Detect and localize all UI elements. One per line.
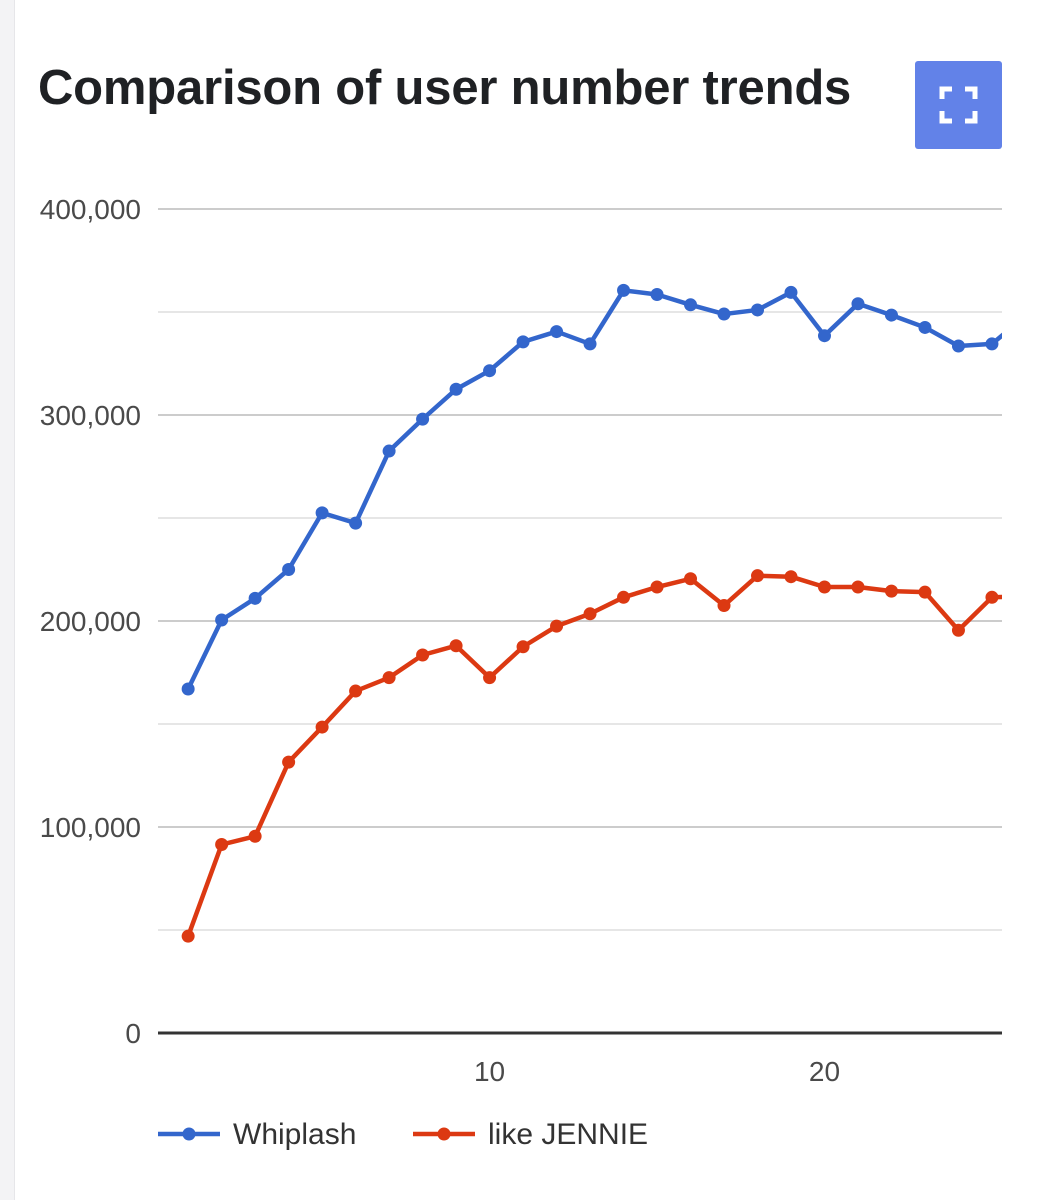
y-tick-label: 300,000 — [40, 400, 141, 431]
data-point-like-jennie — [951, 623, 965, 637]
data-point-whiplash — [315, 506, 329, 520]
series-line-whiplash — [186, 288, 1002, 690]
data-point-like-jennie — [215, 838, 229, 852]
data-point-like-jennie — [583, 607, 597, 621]
data-point-like-jennie — [717, 599, 731, 613]
data-point-like-jennie — [617, 590, 631, 604]
data-point-like-jennie — [918, 585, 932, 599]
data-point-whiplash — [181, 682, 195, 696]
data-point-like-jennie — [751, 569, 765, 583]
legend-marker-like-jennie — [437, 1127, 451, 1141]
data-point-whiplash — [617, 283, 631, 297]
legend-label-whiplash: Whiplash — [233, 1118, 356, 1151]
data-point-whiplash — [784, 285, 798, 299]
data-point-like-jennie — [1019, 590, 1032, 603]
series-group — [181, 283, 1032, 943]
data-point-whiplash — [483, 364, 497, 378]
page-left-edge — [0, 0, 15, 1200]
data-point-like-jennie — [449, 639, 463, 653]
data-point-like-jennie — [784, 570, 798, 584]
data-point-whiplash — [851, 297, 865, 311]
data-point-whiplash — [248, 591, 262, 605]
chart-title: Comparison of user number trends — [38, 61, 852, 115]
data-point-like-jennie — [282, 755, 296, 769]
data-point-whiplash — [282, 563, 296, 576]
legend-item-whiplash: Whiplash — [158, 1118, 356, 1151]
data-point-like-jennie — [817, 580, 831, 594]
data-point-whiplash — [884, 308, 898, 322]
legend-label-like-jennie: like JENNIE — [488, 1118, 648, 1151]
series-line-like-jennie — [186, 573, 1002, 937]
legend-item-like-jennie: like JENNIE — [413, 1118, 648, 1151]
data-point-like-jennie — [516, 640, 530, 654]
data-point-whiplash — [550, 325, 564, 339]
data-point-like-jennie — [382, 671, 396, 685]
data-point-like-jennie — [416, 648, 430, 662]
x-tick-label: 20 — [809, 1056, 840, 1087]
y-tick-label: 100,000 — [40, 812, 141, 843]
data-point-whiplash — [516, 335, 530, 349]
data-point-whiplash — [583, 337, 597, 351]
y-tick-label: 0 — [125, 1018, 141, 1049]
data-point-whiplash — [349, 516, 363, 530]
data-point-whiplash — [215, 613, 229, 627]
expand-icon — [939, 86, 978, 124]
data-point-whiplash — [416, 412, 430, 426]
data-point-whiplash — [717, 307, 731, 321]
data-point-whiplash — [449, 382, 463, 396]
data-point-whiplash — [918, 320, 932, 334]
data-point-like-jennie — [248, 829, 262, 843]
data-point-whiplash — [985, 337, 999, 351]
fullscreen-button[interactable] — [915, 61, 1002, 149]
legend-marker-whiplash — [182, 1127, 196, 1141]
data-point-whiplash — [751, 303, 765, 317]
data-point-like-jennie — [884, 584, 898, 598]
data-point-whiplash — [817, 329, 831, 343]
data-point-whiplash — [382, 444, 396, 458]
data-point-whiplash — [684, 298, 698, 312]
data-point-whiplash — [951, 339, 965, 353]
data-point-like-jennie — [550, 619, 564, 633]
data-point-like-jennie — [483, 671, 497, 685]
data-point-like-jennie — [684, 572, 698, 586]
x-tick-label: 10 — [474, 1056, 505, 1087]
data-point-like-jennie — [650, 580, 664, 594]
y-tick-label: 400,000 — [40, 194, 141, 225]
data-point-like-jennie — [315, 720, 329, 734]
data-point-whiplash — [1019, 310, 1032, 323]
data-point-like-jennie — [349, 684, 363, 698]
data-point-like-jennie — [851, 580, 865, 594]
data-point-whiplash — [650, 287, 664, 301]
data-point-like-jennie — [181, 929, 195, 943]
data-point-like-jennie — [985, 590, 999, 604]
y-tick-label: 200,000 — [40, 606, 141, 637]
